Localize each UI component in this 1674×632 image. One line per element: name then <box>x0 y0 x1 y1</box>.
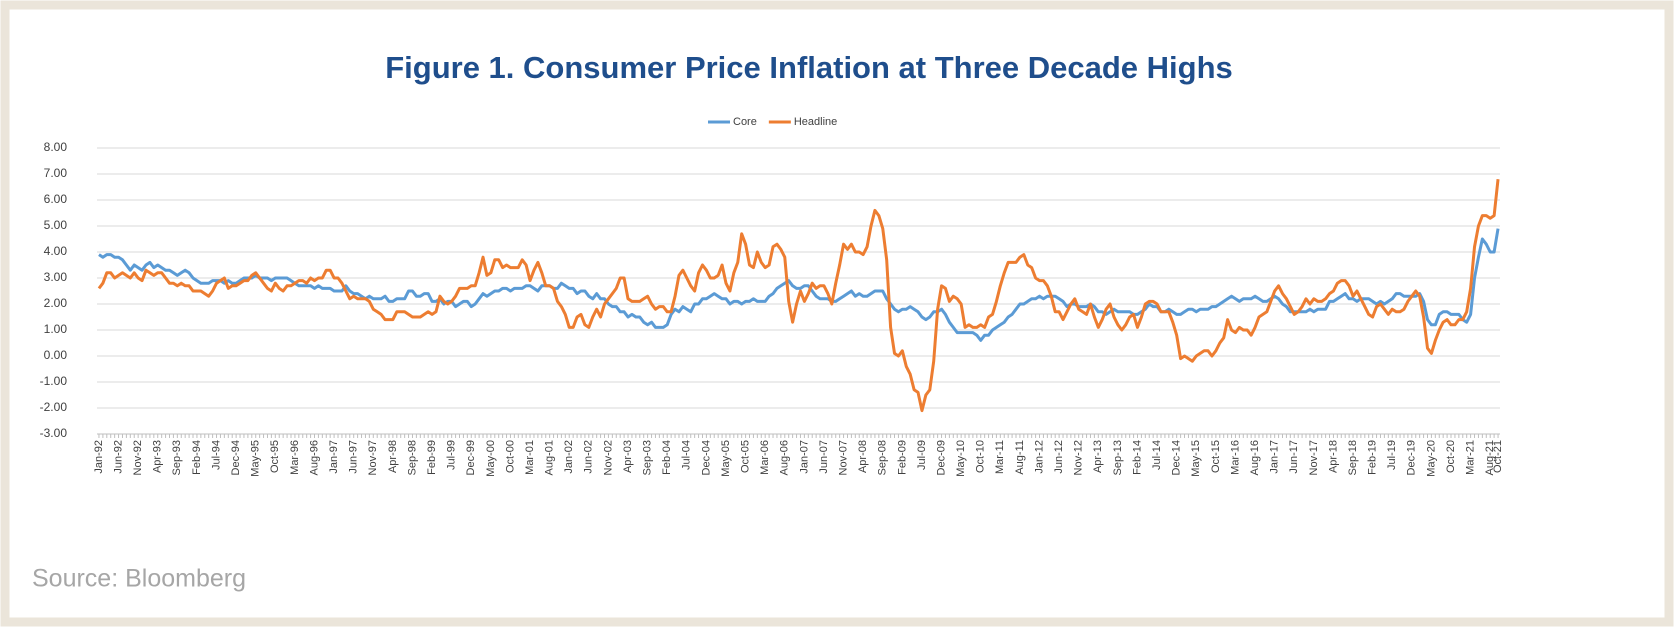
x-tick-label: Aug-11 <box>1014 440 1026 475</box>
x-tick-label: Nov-02 <box>602 440 614 475</box>
x-tick-label: Apr-93 <box>152 440 164 473</box>
x-tick-label: May-00 <box>485 440 497 477</box>
x-tick-label: Oct-95 <box>269 440 281 473</box>
x-tick-label: Feb-99 <box>426 440 438 475</box>
x-tick-label: Jan-12 <box>1033 440 1045 474</box>
x-tick-label: Dec-94 <box>230 440 242 475</box>
x-tick-label: Aug-96 <box>308 440 320 475</box>
x-tick-label: Sep-18 <box>1347 440 1359 475</box>
x-tick-label: Jul-14 <box>1151 440 1163 470</box>
x-tick-label: Mar-06 <box>759 440 771 475</box>
x-tick-label: Oct-21 <box>1492 440 1504 473</box>
x-tick-label: Jun-92 <box>112 440 124 474</box>
x-tick-label: Oct-20 <box>1445 440 1457 473</box>
x-tick-label: Apr-98 <box>387 440 399 473</box>
x-tick-label: Jan-07 <box>798 440 810 474</box>
x-tick-label: Apr-08 <box>857 440 869 473</box>
y-tick-label: -2.00 <box>40 400 68 414</box>
x-tick-label: Feb-94 <box>191 440 203 475</box>
y-tick-label: -1.00 <box>40 374 68 388</box>
x-tick-label: May-10 <box>955 440 967 477</box>
y-tick-label: 0.00 <box>44 348 68 362</box>
legend-label: Headline <box>794 116 837 128</box>
x-tick-label: Aug-06 <box>779 440 791 475</box>
x-tick-label: Oct-00 <box>504 440 516 473</box>
x-tick-label: Mar-21 <box>1465 440 1477 475</box>
x-tick-label: Dec-19 <box>1406 440 1418 475</box>
x-tick-label: Mar-11 <box>994 440 1006 474</box>
x-tick-label: Feb-09 <box>896 440 908 475</box>
x-tick-label: Sep-08 <box>877 440 889 475</box>
x-tick-label: Sep-93 <box>171 440 183 475</box>
x-tick-label: Nov-92 <box>132 440 144 475</box>
x-tick-label: Nov-07 <box>837 440 849 475</box>
x-tick-label: Jul-04 <box>681 440 693 470</box>
x-tick-label: Jun-02 <box>583 440 595 474</box>
x-tick-label: Jan-97 <box>328 440 340 474</box>
x-tick-label: Apr-13 <box>1092 440 1104 473</box>
x-tick-label: Sep-13 <box>1112 440 1124 475</box>
y-tick-label: 6.00 <box>44 192 68 206</box>
x-tick-label: Apr-03 <box>622 440 634 473</box>
data-line <box>97 179 1500 413</box>
y-tick-label: -3.00 <box>40 426 68 440</box>
x-tick-label: Jun-12 <box>1053 440 1065 474</box>
x-tick-label: Oct-15 <box>1210 440 1222 473</box>
y-tick-label: 3.00 <box>44 270 68 284</box>
x-tick-label: Feb-04 <box>661 440 673 475</box>
x-tick-label: Dec-04 <box>700 440 712 475</box>
x-tick-label: Feb-14 <box>1131 440 1143 475</box>
x-tick-label: Aug-21 <box>1484 440 1496 475</box>
x-tick-label: May-15 <box>1190 440 1202 477</box>
legend-label: Core <box>733 116 757 128</box>
y-tick-label: 8.00 <box>44 140 68 154</box>
x-tick-label: Sep-98 <box>406 440 418 475</box>
x-tick-label: Apr-18 <box>1327 440 1339 473</box>
x-tick-label: Aug-01 <box>544 440 556 475</box>
x-tick-label: Jun-17 <box>1288 440 1300 474</box>
chart-title: Figure 1. Consumer Price Inflation at Th… <box>385 50 1233 85</box>
y-tick-label: 1.00 <box>44 322 68 336</box>
data-line <box>98 228 1500 342</box>
x-tick-label: Jul-19 <box>1386 440 1398 470</box>
x-tick-label: Oct-05 <box>739 440 751 473</box>
x-tick-label: Jan-92 <box>93 440 105 474</box>
x-tick-label: Mar-01 <box>524 440 536 475</box>
x-tick-label: Dec-99 <box>465 440 477 475</box>
y-tick-label: 5.00 <box>44 218 68 232</box>
y-tick-label: 7.00 <box>44 166 68 180</box>
y-tick-label: 2.00 <box>44 296 68 310</box>
x-tick-label: Jul-09 <box>916 440 928 470</box>
x-tick-label: May-20 <box>1425 440 1437 477</box>
x-tick-label: Nov-97 <box>367 440 379 475</box>
x-tick-label: Aug-16 <box>1249 440 1261 475</box>
x-tick-label: Mar-96 <box>289 440 301 475</box>
x-tick-label: Jan-17 <box>1269 440 1281 474</box>
x-tick-label: Mar-16 <box>1229 440 1241 475</box>
x-tick-label: May-05 <box>720 440 732 477</box>
y-tick-label: 4.00 <box>44 244 68 258</box>
x-tick-label: Jan-02 <box>563 440 575 474</box>
x-tick-label: Sep-03 <box>642 440 654 475</box>
x-tick-label: Feb-19 <box>1367 440 1379 475</box>
x-tick-label: May-95 <box>250 440 262 477</box>
x-tick-label: Nov-17 <box>1308 440 1320 475</box>
x-tick-label: Jun-97 <box>348 440 360 474</box>
x-tick-label: Dec-09 <box>935 440 947 475</box>
x-tick-label: Dec-14 <box>1171 440 1183 475</box>
x-tick-label: Nov-12 <box>1073 440 1085 475</box>
x-tick-label: Jul-99 <box>446 440 458 470</box>
source-note: Source: Bloomberg <box>32 565 246 593</box>
x-tick-label: Oct-10 <box>975 440 987 473</box>
x-tick-label: Jul-94 <box>210 440 222 470</box>
x-tick-label: Jun-07 <box>818 440 830 474</box>
